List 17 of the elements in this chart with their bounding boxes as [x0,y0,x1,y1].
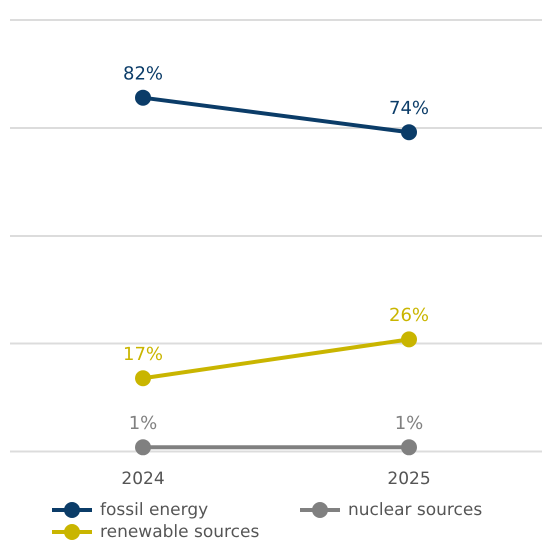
x-tick-label: 2024 [121,469,165,490]
data-label: 1% [394,412,424,434]
point [401,331,417,348]
point [135,370,151,386]
data-label: 82% [122,63,164,84]
legend-label: renewable sources [100,522,260,542]
point [135,90,151,106]
point [401,124,417,140]
x-tick-label: 2025 [387,469,431,490]
data-label: 17% [122,344,164,365]
data-label: 74% [388,98,430,119]
legend-label: fossil energy [100,500,208,520]
point [135,439,151,456]
data-label: 26% [388,305,430,326]
legend-label: nuclear sources [348,500,482,520]
data-label: 1% [128,412,158,434]
point [401,439,417,456]
